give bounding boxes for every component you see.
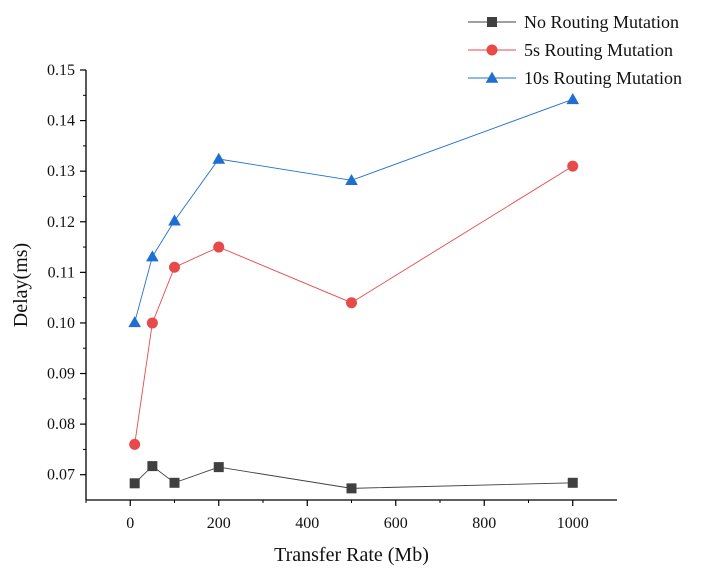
series-layer <box>128 93 580 494</box>
data-point <box>567 477 578 488</box>
y-tick-label: 0.12 <box>47 214 75 231</box>
y-tick-label: 0.09 <box>47 366 75 383</box>
data-point <box>169 261 180 273</box>
x-tick-label: 600 <box>384 515 408 532</box>
legend-marker <box>485 71 499 83</box>
y-tick-label: 0.08 <box>47 416 75 433</box>
data-point <box>567 160 579 172</box>
x-ticks: 0 200 400 600 800 1000 <box>85 500 589 532</box>
data-point <box>168 214 181 226</box>
legend-label: 5s Routing Mutation <box>524 40 673 60</box>
x-tick-label: 200 <box>207 515 231 532</box>
data-point <box>346 297 357 309</box>
data-point <box>212 152 226 164</box>
legend-label: No Routing Mutation <box>524 12 679 32</box>
legend-marker <box>487 17 497 27</box>
series-line <box>134 165 573 445</box>
data-point <box>213 241 225 253</box>
series-triangle <box>128 93 580 328</box>
y-tick-label: 0.13 <box>47 163 75 180</box>
data-point <box>345 173 358 186</box>
y-tick-label: 0.10 <box>47 315 75 332</box>
y-tick-label: 0.11 <box>48 264 75 281</box>
series-line <box>134 98 573 323</box>
y-tick-label: 0.14 <box>47 113 75 130</box>
legend: No Routing Mutation 5s Routing Mutation 10… <box>468 12 682 88</box>
x-axis-title: Transfer Rate (Mb) <box>274 544 429 566</box>
y-ticks: 0.07 0.08 0.09 0.10 0.11 0.12 0.13 0.14 0.15 <box>47 62 86 484</box>
y-axis-title: Delay(ms) <box>10 243 32 327</box>
data-point <box>129 478 140 489</box>
data-point <box>128 316 141 328</box>
x-tick-label: 0 <box>126 515 134 532</box>
legend-marker <box>486 44 498 56</box>
series-square <box>129 461 578 494</box>
data-point <box>146 250 159 262</box>
y-tick-label: 0.15 <box>47 62 75 79</box>
data-point <box>346 483 357 494</box>
legend-label: 10s Routing Mutation <box>524 68 682 88</box>
x-tick-label: 1000 <box>557 515 589 532</box>
data-point <box>146 317 158 329</box>
data-point <box>566 93 580 105</box>
data-point <box>147 461 158 472</box>
x-tick-label: 800 <box>472 515 496 532</box>
data-point <box>169 477 180 488</box>
series-circle <box>129 160 579 450</box>
data-point <box>213 462 224 473</box>
y-tick-label: 0.07 <box>47 467 75 484</box>
x-tick-label: 400 <box>295 515 319 532</box>
data-point <box>129 438 141 450</box>
axes <box>85 70 617 501</box>
